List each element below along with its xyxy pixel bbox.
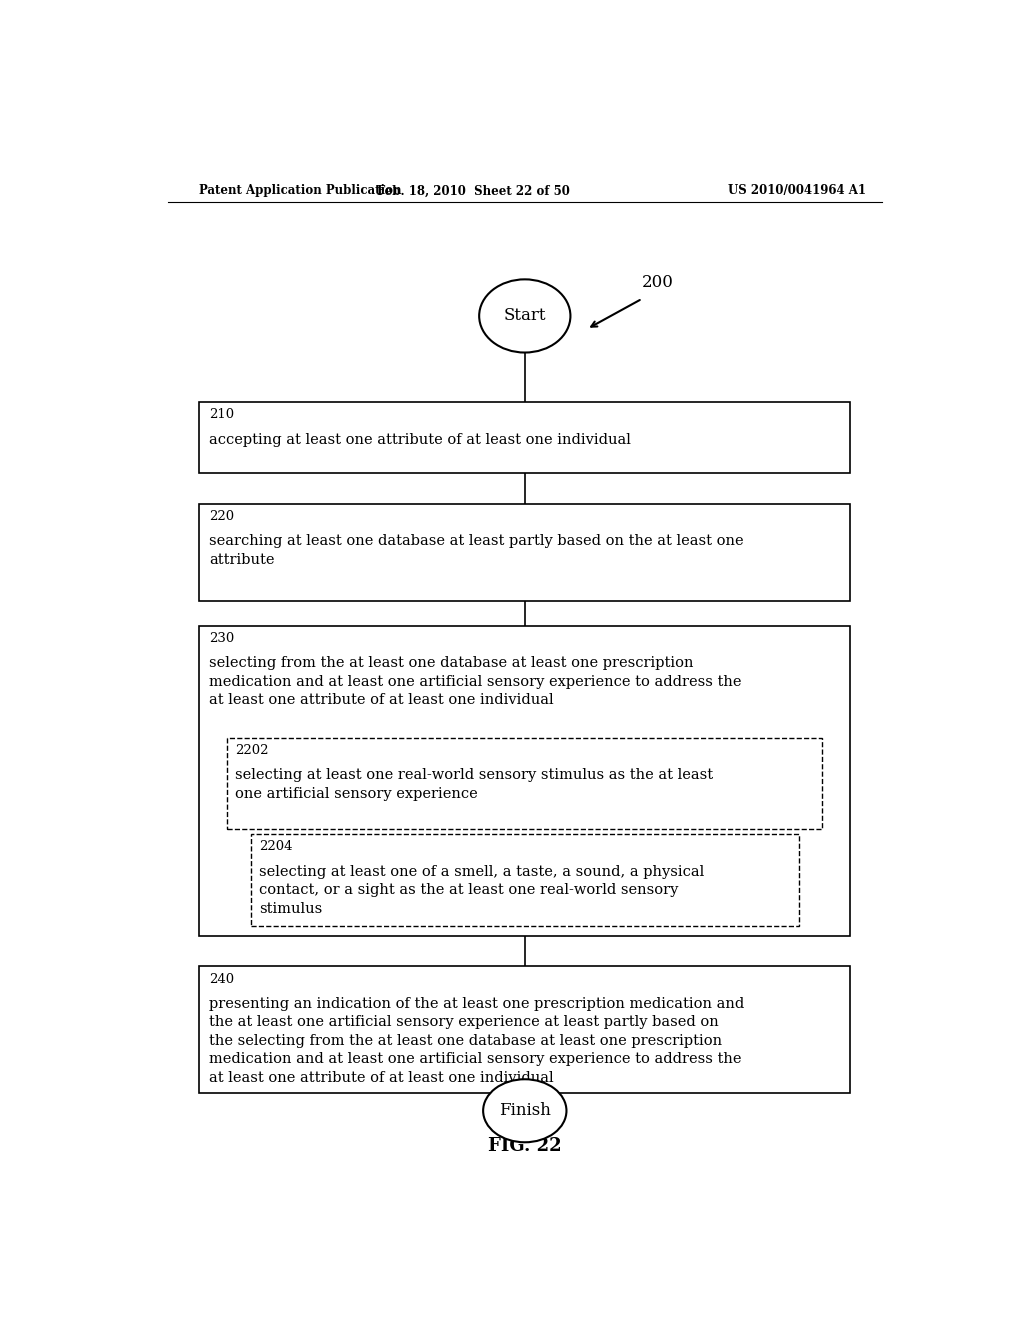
Text: Finish: Finish: [499, 1102, 551, 1119]
Text: 200: 200: [642, 275, 674, 290]
Text: 220: 220: [209, 510, 234, 523]
Text: US 2010/0041964 A1: US 2010/0041964 A1: [728, 185, 866, 198]
FancyBboxPatch shape: [200, 966, 850, 1093]
FancyBboxPatch shape: [200, 626, 850, 936]
FancyBboxPatch shape: [227, 738, 822, 829]
Text: selecting from the at least one database at least one prescription
medication an: selecting from the at least one database…: [209, 656, 741, 708]
Text: 240: 240: [209, 973, 234, 986]
Text: selecting at least one real-world sensory stimulus as the at least
one artificia: selecting at least one real-world sensor…: [236, 768, 714, 801]
Text: 2204: 2204: [259, 841, 293, 854]
Text: 210: 210: [209, 408, 234, 421]
Ellipse shape: [479, 280, 570, 352]
Text: selecting at least one of a smell, a taste, a sound, a physical
contact, or a si: selecting at least one of a smell, a tas…: [259, 865, 705, 916]
FancyBboxPatch shape: [200, 403, 850, 474]
Text: Feb. 18, 2010  Sheet 22 of 50: Feb. 18, 2010 Sheet 22 of 50: [377, 185, 569, 198]
Ellipse shape: [483, 1080, 566, 1142]
FancyBboxPatch shape: [251, 834, 799, 925]
Text: presenting an indication of the at least one prescription medication and
the at : presenting an indication of the at least…: [209, 997, 744, 1085]
Text: 230: 230: [209, 632, 234, 645]
Text: 2202: 2202: [236, 744, 268, 756]
Text: Start: Start: [504, 308, 546, 325]
FancyBboxPatch shape: [200, 504, 850, 601]
Text: Patent Application Publication: Patent Application Publication: [200, 185, 402, 198]
Text: searching at least one database at least partly based on the at least one
attrib: searching at least one database at least…: [209, 535, 743, 566]
Text: FIG. 22: FIG. 22: [488, 1138, 561, 1155]
Text: accepting at least one attribute of at least one individual: accepting at least one attribute of at l…: [209, 433, 631, 447]
